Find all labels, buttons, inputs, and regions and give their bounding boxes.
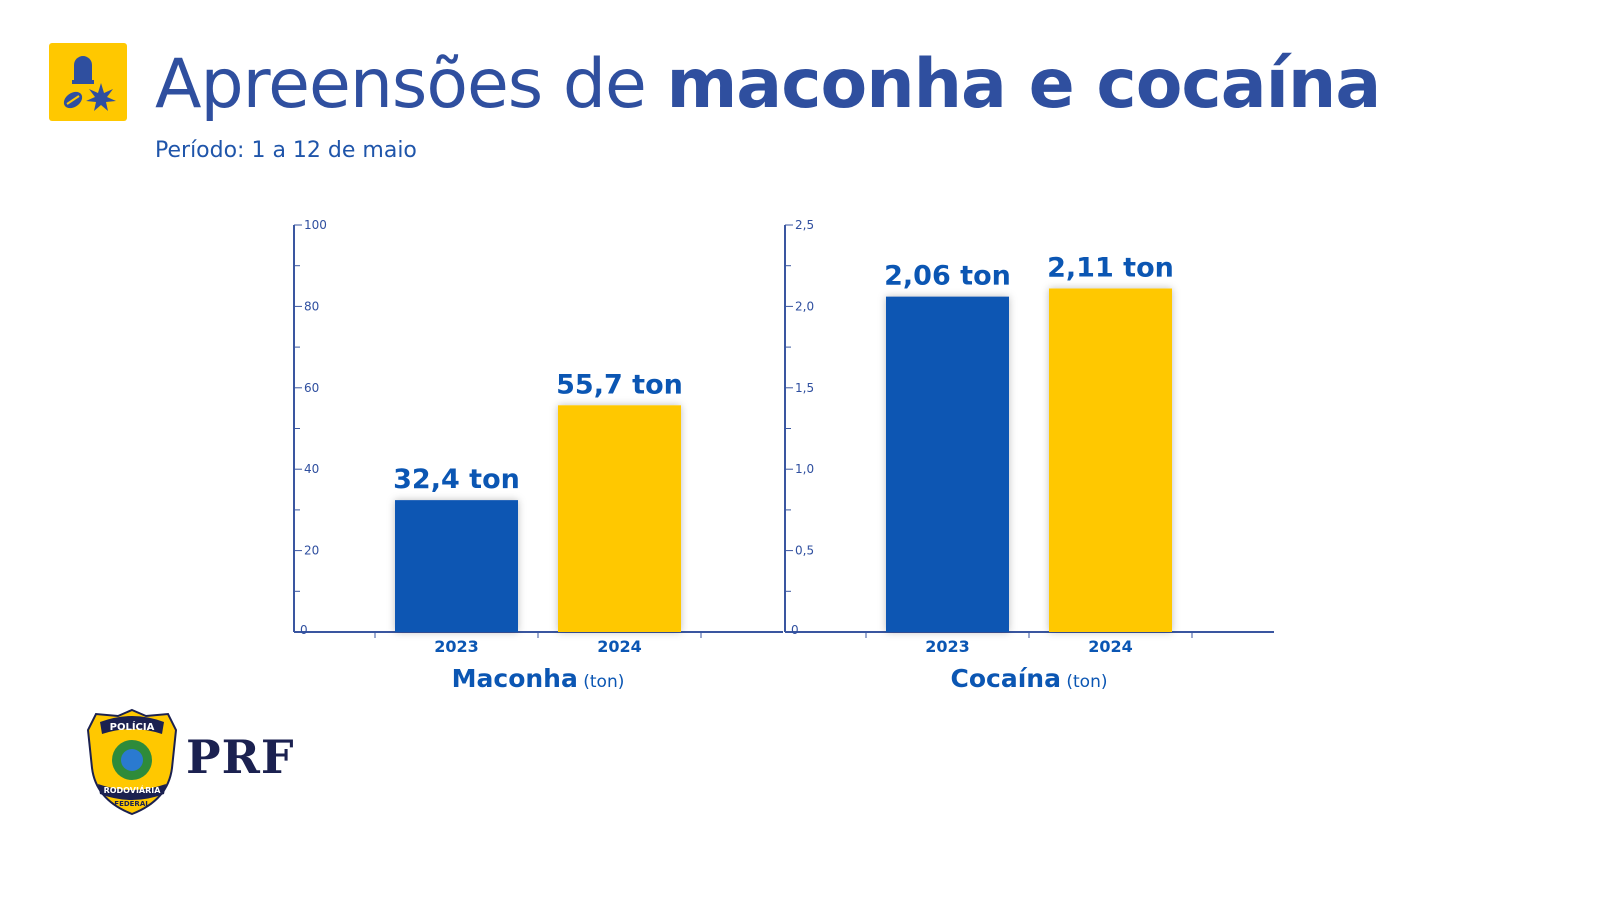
chart-title-text: Maconha — [452, 664, 578, 693]
x-tick-label: 2023 — [925, 637, 970, 656]
data-label: 55,7 ton — [556, 369, 683, 400]
x-tick-label: 2024 — [597, 637, 642, 656]
y-tick-label: 0,5 — [795, 544, 814, 558]
bar-2024 — [1049, 288, 1172, 632]
x-tick-label: 2024 — [1088, 637, 1133, 656]
badge-text-top: POLÍCIA — [110, 720, 155, 733]
prf-badge-logo: POLÍCIA RODOVIÁRIA FEDERAL — [86, 708, 178, 820]
bar-2024 — [558, 405, 681, 632]
chart-unit-label: (ton) — [1061, 672, 1108, 692]
chart-title: Maconha (ton) — [452, 664, 625, 693]
drugs-seizure-icon — [49, 43, 127, 121]
y-tick-label: 0 — [791, 623, 799, 637]
bar-2023 — [886, 296, 1009, 632]
prf-wordmark: PRF — [186, 730, 295, 784]
y-tick-label: 60 — [304, 381, 319, 395]
y-tick-label: 0 — [300, 623, 308, 637]
y-tick-label: 80 — [304, 299, 319, 313]
data-label: 32,4 ton — [393, 464, 520, 495]
page-title: Apreensões de maconha e cocaína — [155, 40, 1381, 130]
chart-title-text: Cocaína — [951, 664, 1061, 693]
y-tick-label: 1,5 — [795, 381, 814, 395]
period-subtitle: Período: 1 a 12 de maio — [155, 138, 417, 163]
data-label: 2,11 ton — [1047, 252, 1174, 283]
y-tick-label: 2,0 — [795, 299, 814, 313]
badge-text-federal: FEDERAL — [114, 800, 150, 808]
y-tick-label: 40 — [304, 462, 319, 476]
bar-2023 — [395, 500, 518, 632]
chart-unit-label: (ton) — [578, 672, 625, 692]
badge-text-bottom: RODOVIÁRIA — [104, 784, 162, 795]
y-tick-label: 2,5 — [795, 218, 814, 232]
title-regular: Apreensões de — [155, 45, 667, 124]
y-tick-label: 100 — [304, 218, 327, 232]
chart-title: Cocaína (ton) — [951, 664, 1108, 693]
x-tick-label: 2023 — [434, 637, 479, 656]
data-label: 2,06 ton — [884, 261, 1011, 292]
y-tick-label: 20 — [304, 544, 319, 558]
title-bold: maconha e cocaína — [666, 45, 1381, 124]
y-tick-label: 1,0 — [795, 462, 814, 476]
